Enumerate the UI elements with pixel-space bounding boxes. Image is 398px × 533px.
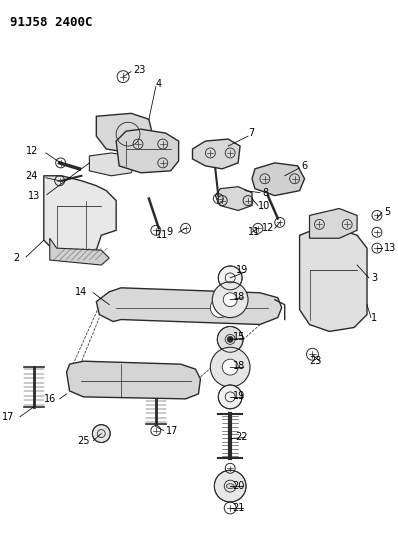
- Text: 15: 15: [233, 333, 245, 342]
- Circle shape: [218, 266, 242, 290]
- Polygon shape: [215, 187, 252, 211]
- Text: 19: 19: [236, 265, 248, 275]
- Text: 25: 25: [77, 435, 90, 446]
- Text: 10: 10: [258, 200, 270, 211]
- Text: 22: 22: [236, 432, 248, 441]
- Circle shape: [218, 385, 242, 409]
- Text: 19: 19: [233, 391, 245, 401]
- Polygon shape: [116, 129, 179, 173]
- Polygon shape: [90, 153, 136, 176]
- Text: 18: 18: [233, 292, 245, 302]
- Polygon shape: [44, 176, 116, 255]
- Polygon shape: [310, 208, 357, 238]
- Polygon shape: [96, 288, 282, 325]
- Text: 12: 12: [25, 146, 38, 156]
- Text: 9: 9: [166, 227, 173, 237]
- Circle shape: [222, 359, 238, 375]
- Text: 7: 7: [248, 128, 254, 138]
- Circle shape: [223, 293, 237, 306]
- Circle shape: [92, 425, 110, 442]
- Text: 17: 17: [166, 425, 178, 435]
- Text: 24: 24: [25, 171, 38, 181]
- Circle shape: [213, 282, 248, 318]
- Text: 3: 3: [371, 273, 377, 283]
- Text: 13: 13: [27, 191, 40, 200]
- Text: 8: 8: [262, 188, 268, 198]
- Text: 21: 21: [233, 503, 245, 513]
- Circle shape: [227, 336, 233, 342]
- Circle shape: [211, 348, 250, 387]
- Text: 23: 23: [133, 64, 145, 75]
- Circle shape: [217, 327, 243, 352]
- Text: 91J58 2400C: 91J58 2400C: [10, 16, 93, 29]
- Polygon shape: [252, 163, 304, 196]
- Text: 11: 11: [248, 227, 260, 237]
- Polygon shape: [96, 114, 153, 153]
- Text: 17: 17: [2, 411, 14, 422]
- Polygon shape: [50, 238, 109, 265]
- Polygon shape: [66, 361, 201, 399]
- Polygon shape: [193, 139, 240, 169]
- Polygon shape: [300, 228, 367, 332]
- Text: 23: 23: [309, 356, 322, 366]
- Text: 20: 20: [233, 481, 245, 491]
- Text: 11: 11: [156, 230, 168, 240]
- Text: 18: 18: [233, 361, 245, 371]
- Text: 12: 12: [262, 223, 275, 233]
- Text: 1: 1: [371, 312, 377, 322]
- Ellipse shape: [226, 483, 234, 489]
- Text: 16: 16: [45, 394, 57, 404]
- Circle shape: [211, 298, 230, 318]
- Text: 5: 5: [384, 207, 390, 217]
- Text: 4: 4: [156, 78, 162, 88]
- Text: 6: 6: [302, 161, 308, 171]
- Text: 13: 13: [384, 243, 396, 253]
- Circle shape: [214, 470, 246, 502]
- Text: 2: 2: [14, 253, 20, 263]
- Text: 14: 14: [75, 287, 88, 297]
